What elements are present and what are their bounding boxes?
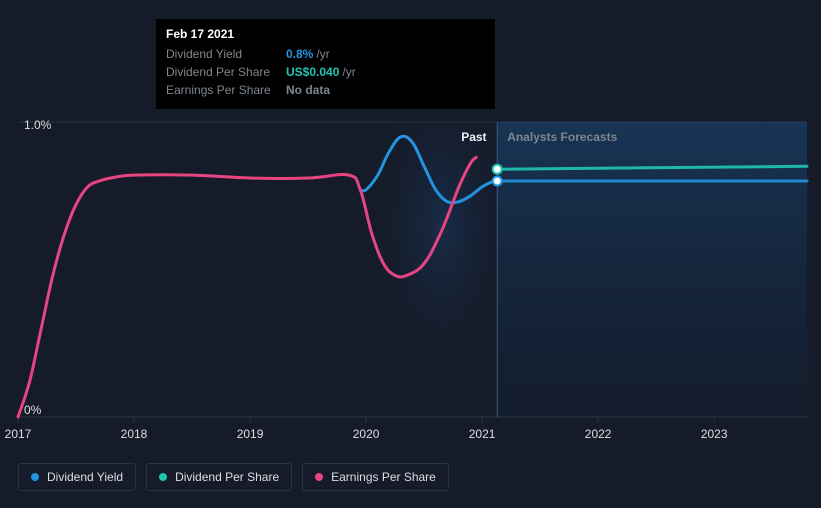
legend-item[interactable]: Dividend Per Share [146,463,292,491]
tooltip-value: 0.8% [286,47,313,61]
legend-item[interactable]: Earnings Per Share [302,463,449,491]
y-axis-label: 1.0% [24,118,51,132]
tooltip-value: No data [286,83,330,97]
legend-item[interactable]: Dividend Yield [18,463,136,491]
tooltip-row: Dividend Yield0.8%/yr [166,45,485,63]
region-label-forecast: Analysts Forecasts [507,130,617,144]
x-axis-label: 2022 [585,427,612,441]
x-axis-label: 2018 [121,427,148,441]
chart-tooltip: Feb 17 2021 Dividend Yield0.8%/yrDividen… [156,19,495,109]
tooltip-value: US$0.040 [286,65,339,79]
y-axis-label: 0% [24,403,41,417]
tooltip-label: Dividend Per Share [166,65,286,79]
legend-dot [31,473,39,481]
dividend-chart: Feb 17 2021 Dividend Yield0.8%/yrDividen… [0,0,821,508]
x-axis-label: 2023 [701,427,728,441]
legend-label: Dividend Per Share [175,470,279,484]
tooltip-suffix: /yr [316,47,329,61]
tooltip-row: Dividend Per ShareUS$0.040/yr [166,63,485,81]
legend-dot [315,473,323,481]
chart-legend: Dividend Yield Dividend Per Share Earnings… [18,463,449,491]
tooltip-label: Dividend Yield [166,47,286,61]
x-axis-label: 2017 [5,427,32,441]
legend-label: Earnings Per Share [331,470,436,484]
tooltip-label: Earnings Per Share [166,83,286,97]
legend-dot [159,473,167,481]
legend-label: Dividend Yield [47,470,123,484]
region-label-past: Past [461,130,486,144]
x-axis-label: 2019 [237,427,264,441]
tooltip-row: Earnings Per ShareNo data [166,81,485,99]
x-axis-label: 2020 [353,427,380,441]
tooltip-date: Feb 17 2021 [166,27,485,41]
tooltip-suffix: /yr [342,65,355,79]
x-axis-label: 2021 [469,427,496,441]
